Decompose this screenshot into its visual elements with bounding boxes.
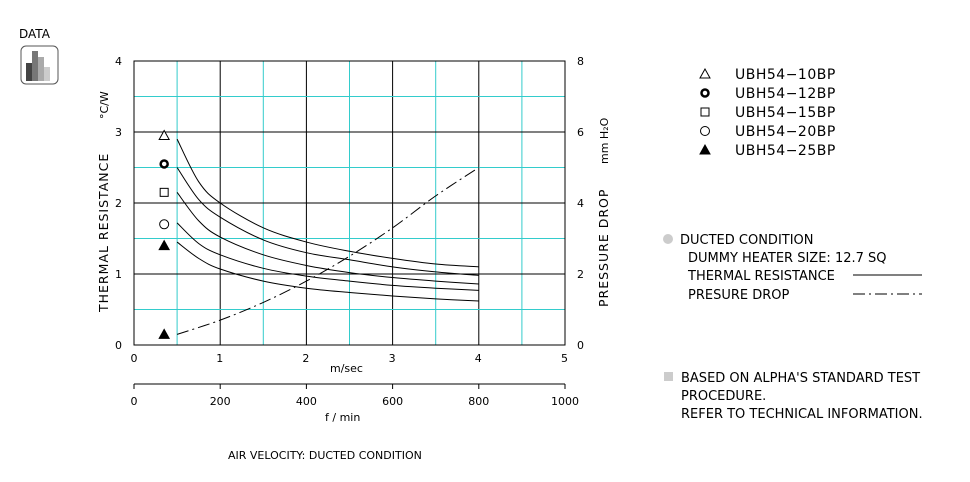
- bottom-x-tick-label: 200: [210, 395, 231, 408]
- series-line-ubh54-15bp: [176, 192, 479, 285]
- legend-marker-square-open-icon: [700, 107, 710, 117]
- top-x-tick-label: 4: [475, 352, 482, 365]
- heater-size: DUMMY HEATER SIZE: 12.7 SQ: [688, 251, 887, 266]
- bottom-x-tick-label: 1000: [551, 395, 579, 408]
- footnote: BASED ON ALPHA'S STANDARD TEST PROCEDURE…: [664, 371, 923, 422]
- chart-grid: [133, 60, 566, 346]
- top-x-tick-label: 2: [302, 352, 309, 365]
- right-tick-label: 6: [577, 126, 584, 139]
- legend-marker-circle-open-icon: [700, 126, 710, 136]
- bullet-icon: [663, 234, 673, 244]
- footnote-line-2: PROCEDURE.: [681, 389, 766, 404]
- top-x-tick-label: 1: [216, 352, 223, 365]
- left-tick-label: 3: [115, 126, 122, 139]
- series-layer: [176, 138, 480, 335]
- bottom-x-axis-label: f / min: [325, 411, 360, 424]
- conditions-block: DUCTED CONDITION DUMMY HEATER SIZE: 12.7…: [663, 233, 922, 303]
- right-axis-label: PRESSURE DROP: [596, 189, 611, 307]
- data-marker-circle-bold: [159, 159, 169, 169]
- bar-chart-icon: [20, 45, 59, 85]
- left-tick-label: 4: [115, 55, 122, 68]
- top-x-tick-label: 5: [561, 352, 568, 365]
- legend-item-label: UBH54−12BP: [735, 86, 836, 102]
- left-tick-label: 0: [115, 339, 122, 352]
- right-tick-label: 8: [577, 55, 584, 68]
- right-tick-label: 4: [577, 197, 584, 210]
- footnote-line-1: BASED ON ALPHA'S STANDARD TEST: [681, 371, 920, 386]
- right-tick-label: 0: [577, 339, 584, 352]
- thermal-resistance-key: THERMAL RESISTANCE: [687, 269, 835, 284]
- legend-marker-circle-bold-icon: [700, 88, 710, 98]
- left-axis-label: THERMAL RESISTANCE: [96, 153, 111, 313]
- series-line-ubh54-20bp: [176, 222, 479, 291]
- top-x-tick-label: 0: [131, 352, 138, 365]
- chart-caption: AIR VELOCITY: DUCTED CONDITION: [228, 449, 422, 462]
- bottom-x-tick-label: 600: [382, 395, 403, 408]
- bottom-x-tick-label: 800: [468, 395, 489, 408]
- left-axis-unit: °C/W: [98, 91, 111, 119]
- conditions-title: DUCTED CONDITION: [680, 233, 814, 248]
- data-marker-triangle-filled: [158, 239, 171, 251]
- left-tick-label: 1: [115, 268, 122, 281]
- data-marker-circle-open: [159, 219, 170, 230]
- bullet-square-icon: [664, 372, 673, 381]
- series-line-ubh54-12bp: [176, 167, 479, 276]
- series-line-ubh54-25bp: [176, 241, 479, 302]
- legend-item-label: UBH54−20BP: [735, 124, 836, 140]
- chart-legend: UBH54−10BP UBH54−12BP UBH54−15BP UBH54−20BP…: [699, 67, 836, 159]
- legend-marker-triangle-open-icon: [699, 67, 711, 79]
- plot-frame: [133, 60, 566, 346]
- badge-label: DATA: [19, 27, 51, 41]
- legend-item-label: UBH54−10BP: [735, 67, 836, 83]
- bottom-x-tick-label: 400: [296, 395, 317, 408]
- marker-layer: [158, 129, 171, 339]
- series-line-ubh54-10bp: [176, 138, 479, 268]
- legend-item-label: UBH54−15BP: [735, 105, 836, 121]
- data-badge: DATA: [19, 27, 59, 85]
- bottom-x-tick-label: 0: [131, 395, 138, 408]
- right-axis-unit: mm H₂O: [598, 117, 611, 164]
- legend-marker-triangle-filled-icon: [699, 143, 711, 155]
- legend-item-label: UBH54−25BP: [735, 143, 836, 159]
- footnote-line-3: REFER TO TECHNICAL INFORMATION.: [681, 407, 923, 422]
- top-x-axis-label: m/sec: [330, 362, 363, 375]
- top-x-tick-label: 3: [389, 352, 396, 365]
- data-marker-triangle-filled: [158, 328, 171, 339]
- left-tick-label: 2: [115, 197, 122, 210]
- series-line-presure-drop: [176, 167, 480, 335]
- data-marker-square-open: [159, 187, 169, 197]
- data-marker-triangle-open: [158, 129, 171, 141]
- right-tick-label: 2: [577, 268, 584, 281]
- pressure-drop-key: PRESURE DROP: [688, 288, 790, 303]
